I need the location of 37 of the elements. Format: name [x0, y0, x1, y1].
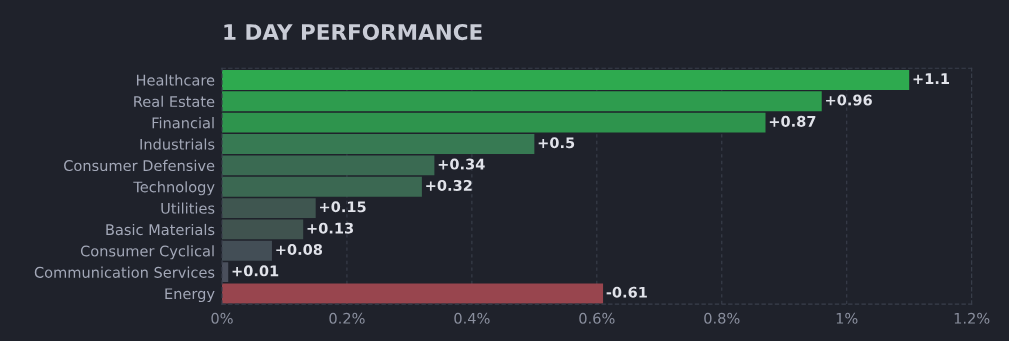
y-tick-label: Financial: [152, 117, 214, 129]
y-tick-label: Healthcare: [136, 74, 215, 86]
chart-title: 1 DAY PERFORMANCE: [224, 23, 482, 41]
y-tick-label: Real Estate: [134, 95, 215, 108]
data-label: +0.32: [426, 179, 472, 191]
data-label: -0.61: [606, 286, 647, 298]
data-label: +1.1: [913, 73, 950, 84]
y-tick-label: Utilities: [161, 202, 215, 214]
x-tick-label: 0%: [211, 312, 233, 324]
data-label: +0.96: [826, 94, 872, 106]
x-tick-label: 0.8%: [704, 312, 740, 324]
bar: [221, 176, 422, 197]
data-label: +0.15: [320, 201, 366, 213]
y-tick-label: Energy: [165, 288, 215, 303]
bar: [221, 134, 535, 154]
x-tick-label: 1%: [836, 312, 858, 324]
x-tick-label: 0.2%: [329, 312, 365, 324]
bar: [221, 91, 822, 112]
data-label: +0.5: [538, 137, 575, 149]
bar: [221, 112, 766, 133]
data-label: +0.34: [438, 158, 485, 170]
y-tick-label: Consumer Defensive: [64, 159, 215, 172]
bar: [221, 70, 910, 90]
y-tick-label: Technology: [133, 181, 215, 196]
y-tick-label: Consumer Cyclical: [80, 245, 214, 260]
y-tick-label: Basic Materials: [106, 223, 215, 236]
y-tick-label: Communication Services: [34, 266, 215, 278]
data-label: +0.13: [307, 222, 354, 234]
data-label: +0.87: [769, 115, 816, 127]
data-label: +0.08: [276, 243, 323, 256]
x-tick-label: 0.4%: [454, 312, 490, 324]
bar: [221, 155, 435, 176]
y-tick-label: Industrials: [140, 138, 215, 150]
x-tick-label: 1.2%: [954, 312, 990, 324]
data-label: +0.01: [232, 265, 279, 277]
bar: [221, 283, 604, 304]
x-tick-label: 0.6%: [579, 312, 615, 324]
